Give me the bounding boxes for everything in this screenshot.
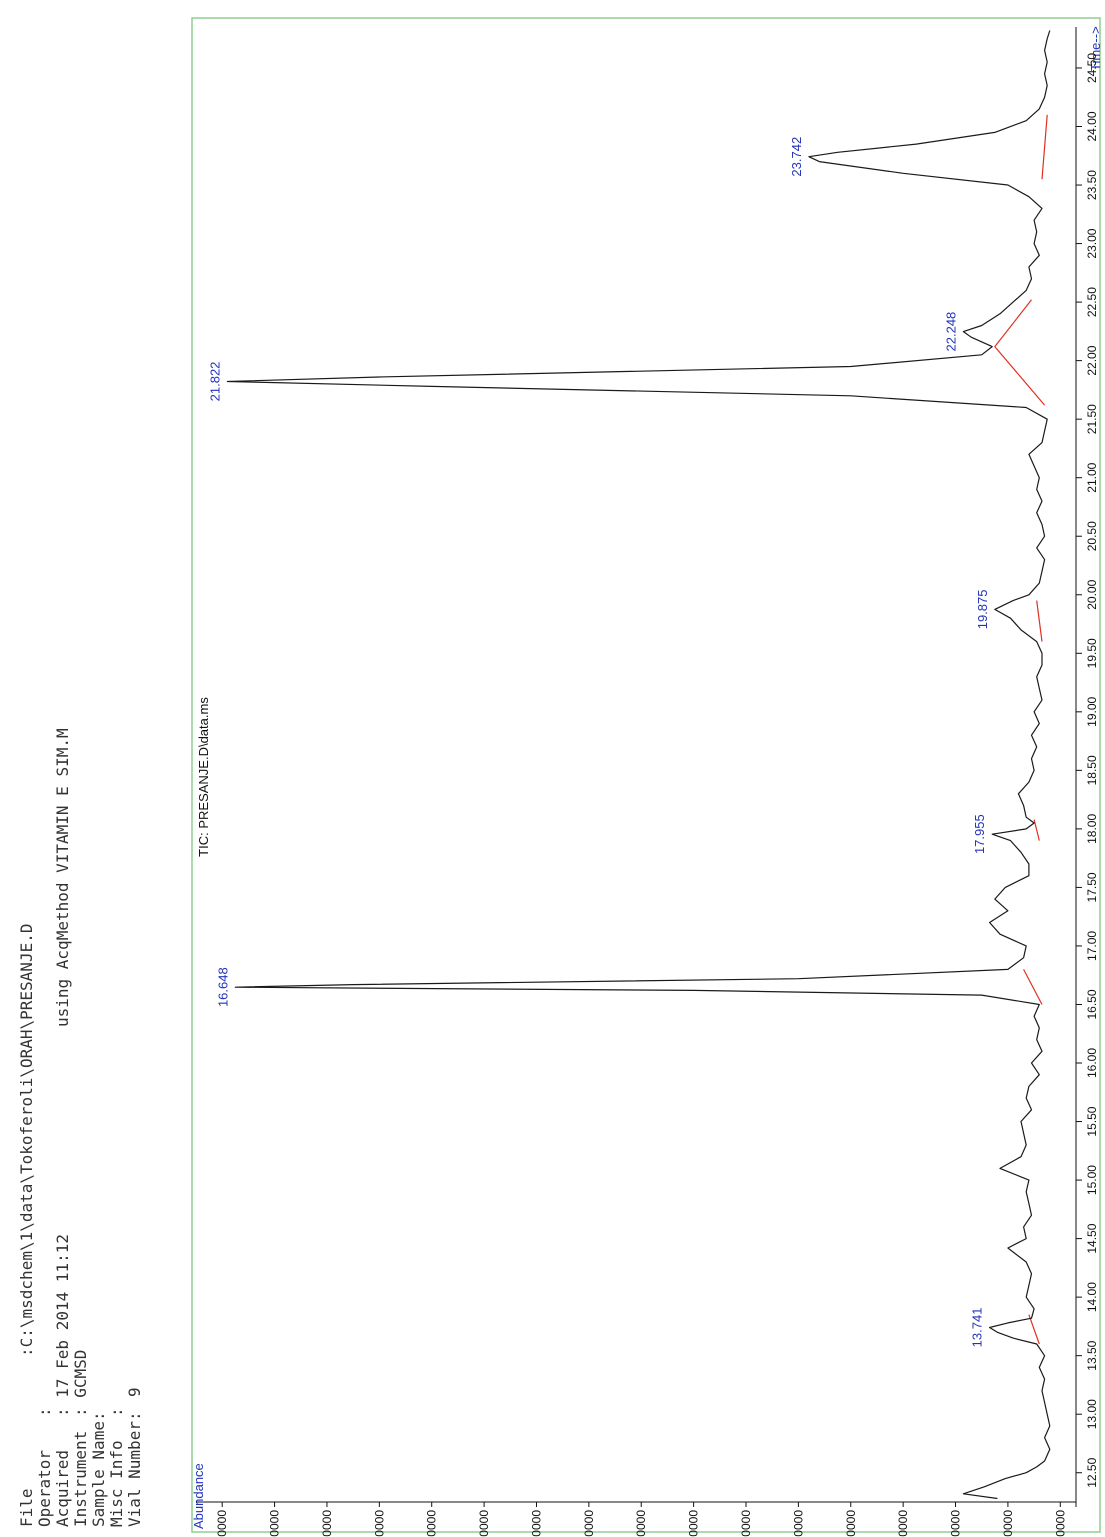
x-tick-label: 13.00: [1085, 1399, 1099, 1429]
peak-label: 21.822: [207, 362, 222, 402]
operator-label: Operator: [35, 1450, 54, 1527]
x-tick-label: 21.00: [1085, 462, 1099, 492]
x-tick-label: 17.00: [1085, 931, 1099, 961]
y-tick-label: 3000000: [529, 1510, 543, 1537]
y-tick-label: 3200000: [477, 1510, 491, 1537]
y-axis-title: Abundance: [191, 1463, 206, 1529]
x-tick-label: 24.50: [1085, 53, 1099, 83]
y-tick-label: 2000000: [791, 1510, 805, 1537]
instrument-label: Instrument: [71, 1431, 90, 1527]
x-tick-label: 20.00: [1085, 579, 1099, 609]
x-tick-label: 20.50: [1085, 521, 1099, 551]
x-tick-label: 18.50: [1085, 755, 1099, 785]
x-tick-label: 21.50: [1085, 404, 1099, 434]
x-tick-label: 24.00: [1085, 111, 1099, 141]
misc-info-label: Misc Info: [107, 1440, 126, 1527]
plot-frame: [191, 17, 1101, 1533]
integration-baseline: [1036, 600, 1043, 642]
tic-trace-line: [226, 30, 1051, 1500]
x-axis-ticks: 12.50 13.00 13.50 14.00 14.50 15.00 15.50 16.00…: [1076, 53, 1099, 1488]
x-tick-label: 22.50: [1085, 287, 1099, 317]
x-axis-title: Time-->: [1088, 26, 1103, 71]
x-tick-label: 16.00: [1085, 1048, 1099, 1078]
x-tick-label: 13.50: [1085, 1340, 1099, 1370]
plot-area: Abundance Time--> TIC: PRESANJE.D\data.m…: [191, 26, 1103, 1537]
peak-label: 22.248: [943, 312, 958, 352]
x-tick-label: 23.00: [1085, 228, 1099, 258]
vial-number-value: 9: [125, 1387, 144, 1397]
y-tick-label: 1000000: [1053, 1510, 1067, 1537]
peak-label: 23.742: [789, 137, 804, 177]
instrument-value: : GCMSD: [71, 1350, 90, 1417]
chart-title: TIC: PRESANJE.D\data.ms: [196, 697, 211, 857]
operator-value: :: [35, 1407, 54, 1417]
integration-baseline: [1041, 114, 1048, 180]
x-tick-label: 23.50: [1085, 170, 1099, 200]
acquisition-method: using AcqMethod VITAMIN E SIM.M: [53, 728, 72, 1027]
sample-name-label: Sample Name:: [89, 1411, 108, 1527]
y-tick-label: 2200000: [739, 1510, 753, 1537]
y-tick-label: 2400000: [687, 1510, 701, 1537]
y-tick-label: 2600000: [634, 1510, 648, 1537]
y-tick-label: 3400000: [425, 1510, 439, 1537]
y-tick-label: 1600000: [896, 1510, 910, 1537]
x-tick-label: 14.50: [1085, 1223, 1099, 1253]
x-tick-label: 18.00: [1085, 814, 1099, 844]
acquired-label: Acquired: [53, 1450, 72, 1527]
vial-number-label: Vial Number:: [125, 1411, 144, 1527]
y-axis-ticks: 1000000 1200000 1400000 1600000 1800000 20000…: [215, 1502, 1067, 1537]
integration-baselines: [994, 114, 1048, 1345]
y-tick-label: 1400000: [949, 1510, 963, 1537]
y-tick-label: 1800000: [844, 1510, 858, 1537]
x-tick-label: 14.00: [1085, 1282, 1099, 1312]
integration-baseline: [1023, 969, 1043, 1005]
y-tick-label: 2800000: [582, 1510, 596, 1537]
tic-trace-layer: [226, 30, 1051, 1500]
acquired-value: : 17 Feb 2014 11:12: [53, 1234, 72, 1417]
y-tick-label: 3800000: [320, 1510, 334, 1537]
integration-baseline: [1033, 819, 1040, 841]
y-tick-label: 3600000: [372, 1510, 386, 1537]
x-tick-label: 22.00: [1085, 345, 1099, 375]
integration-baseline: [994, 299, 1046, 406]
x-tick-label: 16.50: [1085, 989, 1099, 1019]
file-label: File: [17, 1488, 36, 1527]
peak-label: 13.741: [970, 1308, 985, 1348]
peak-labels: 13.741 16.648 17.955 19.875 21.822 22.248 23.7…: [207, 137, 989, 1348]
y-tick-label: 4000000: [268, 1510, 282, 1537]
x-tick-label: 12.50: [1085, 1457, 1099, 1487]
peak-label: 16.648: [215, 967, 230, 1007]
x-tick-label: 15.50: [1085, 1106, 1099, 1136]
x-tick-label: 19.00: [1085, 696, 1099, 726]
x-tick-label: 15.00: [1085, 1165, 1099, 1195]
peak-label: 19.875: [975, 590, 990, 630]
y-tick-label: 4200000: [215, 1510, 229, 1537]
y-tick-label: 1200000: [1001, 1510, 1015, 1537]
integration-baseline: [1028, 1314, 1040, 1345]
misc-info-value: :: [107, 1407, 126, 1417]
file-path: :C:\msdchem\1\data\Tokoferoli\ORAH\PRESA…: [17, 924, 36, 1357]
x-tick-label: 19.50: [1085, 638, 1099, 668]
peak-label: 17.955: [972, 814, 987, 854]
x-tick-label: 17.50: [1085, 872, 1099, 902]
header-block: File :C:\msdchem\1\data\Tokoferoli\ORAH\…: [17, 728, 144, 1527]
